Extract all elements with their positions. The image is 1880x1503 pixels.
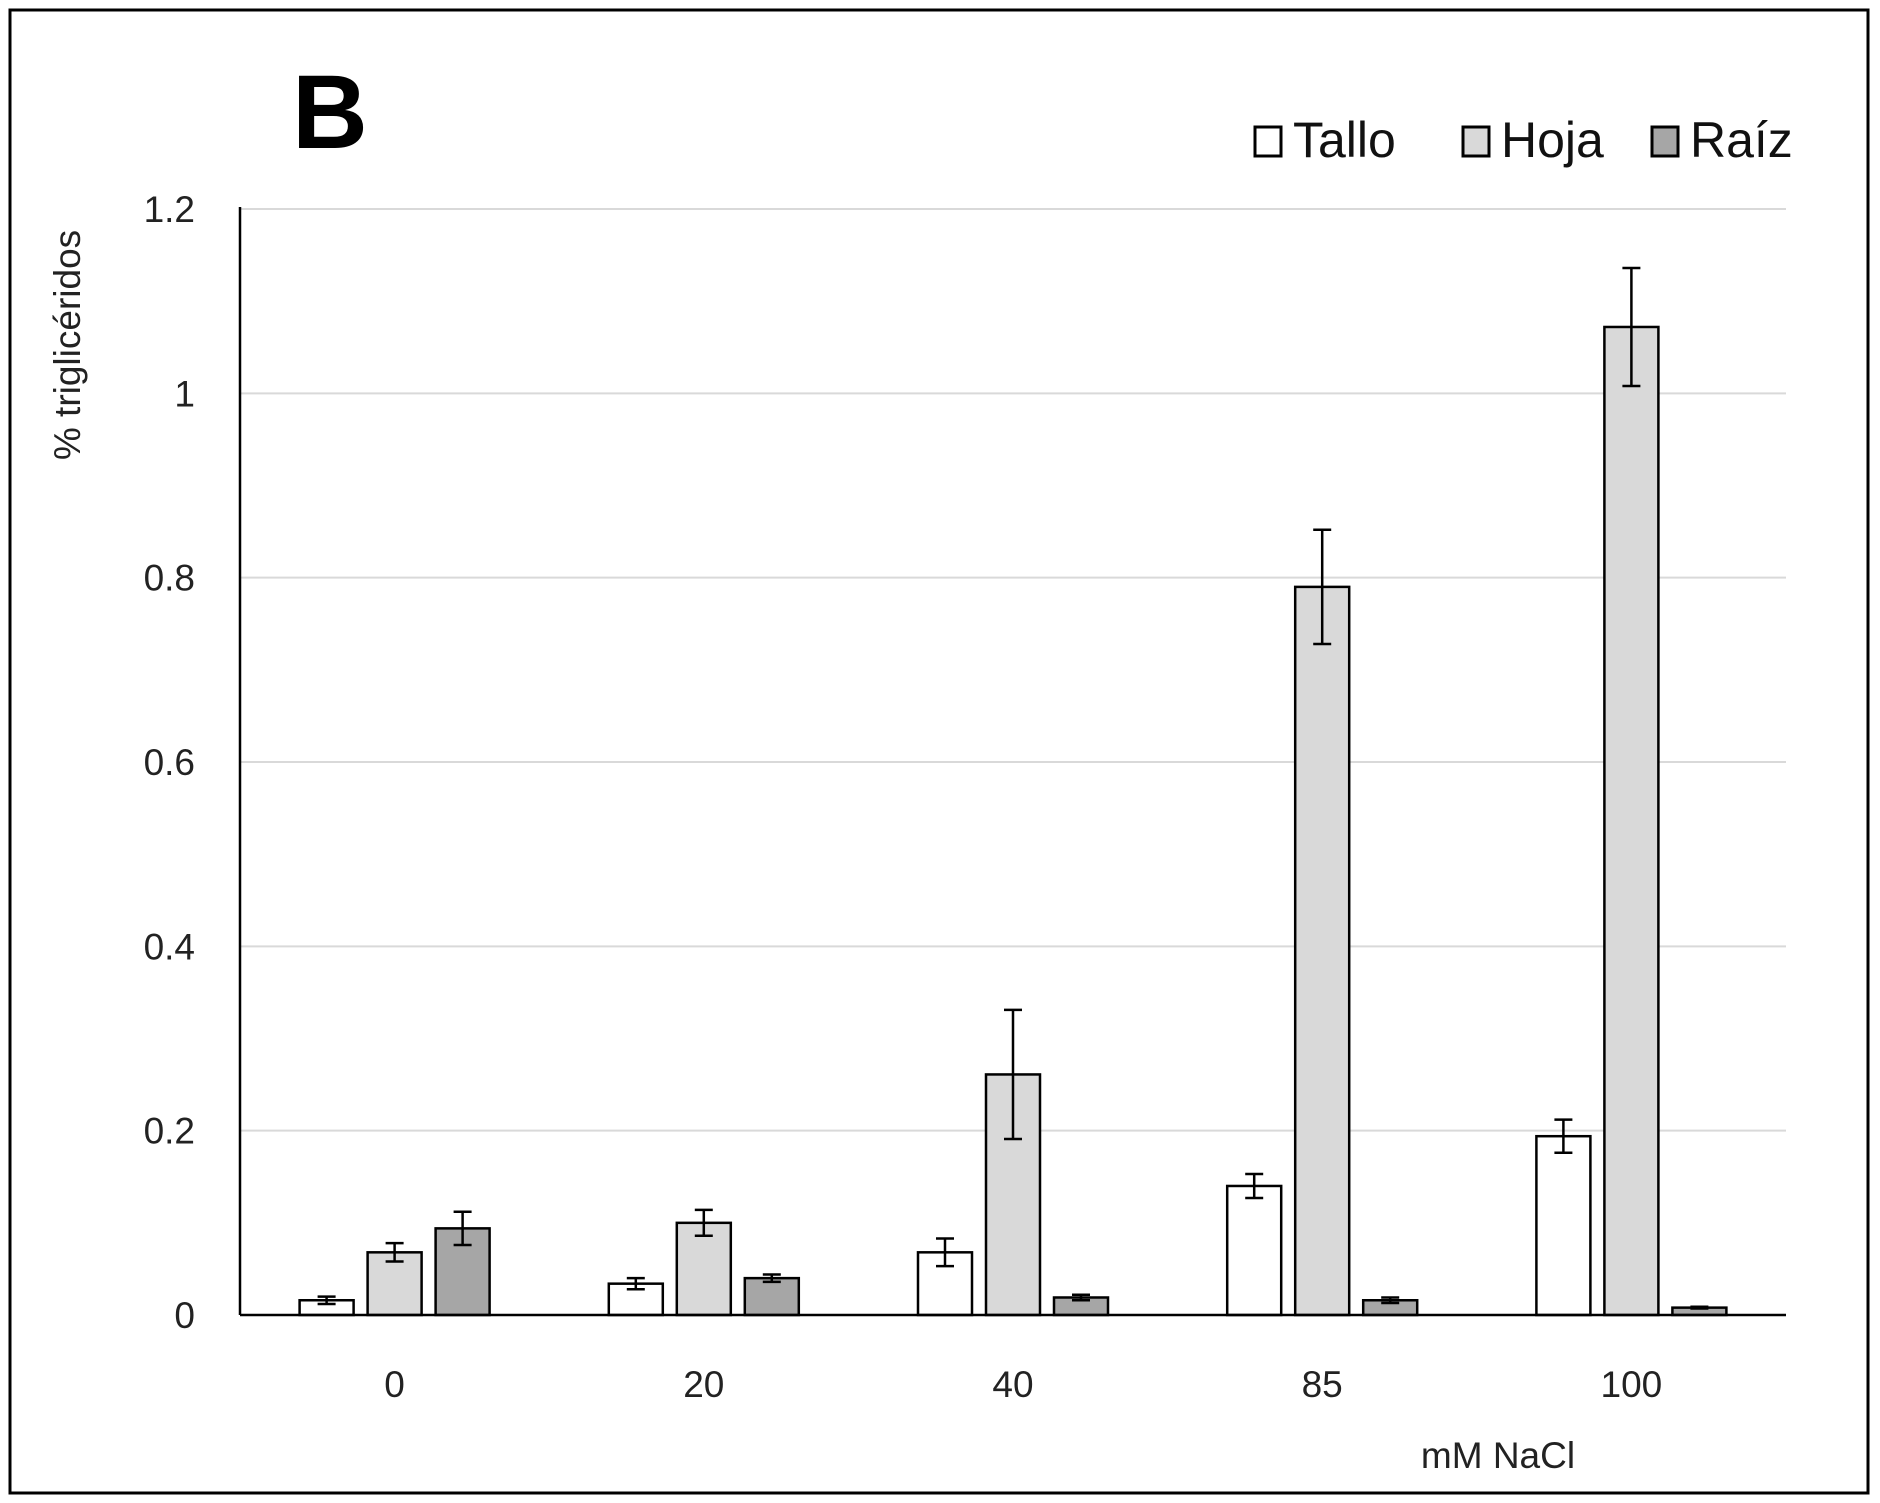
error-bar [762, 1273, 781, 1284]
bar-hoja-100 [1603, 325, 1660, 1317]
legend-swatch [1253, 125, 1283, 158]
legend-item-hoja: Hoja [1461, 112, 1604, 168]
bar-raíz-20 [743, 1276, 801, 1317]
bar-hoja-85 [1293, 585, 1351, 1317]
bar-hoja-20 [675, 1221, 733, 1317]
x-axis-label: mM NaCl [1421, 1435, 1575, 1476]
error-bar [1690, 1305, 1709, 1310]
x-tick-label: 100 [1601, 1364, 1663, 1405]
panel-label: B [292, 54, 368, 171]
error-bar [626, 1276, 645, 1291]
error-bar [1622, 266, 1641, 388]
bar-tallo-85 [1225, 1184, 1283, 1317]
error-bar [694, 1208, 713, 1237]
y-tick-label: 1 [174, 373, 195, 414]
error-bar [385, 1241, 404, 1263]
legend-item-tallo: Tallo [1253, 112, 1396, 168]
x-tick-label: 40 [992, 1364, 1033, 1405]
legend-label: Hoja [1501, 112, 1604, 168]
y-tick-label: 0 [174, 1295, 195, 1336]
y-axis-label: % triglicéridos [47, 230, 88, 460]
legend-label: Raíz [1690, 112, 1793, 168]
y-tick-label: 0.4 [144, 926, 195, 967]
legend-label: Tallo [1293, 112, 1396, 168]
error-bar [1245, 1172, 1264, 1200]
error-bar [1313, 528, 1332, 646]
y-tick-label: 1.2 [144, 189, 195, 230]
legend-swatch [1650, 125, 1680, 158]
y-tick-label: 0.6 [144, 742, 195, 783]
error-bar [936, 1237, 954, 1268]
y-tick-label: 0.2 [144, 1111, 195, 1152]
error-bar [1072, 1293, 1090, 1302]
error-bar [1381, 1296, 1400, 1305]
legend-item-raíz: Raíz [1650, 112, 1793, 168]
error-bar [317, 1295, 336, 1306]
x-tick-label: 0 [384, 1364, 405, 1405]
x-tick-label: 85 [1302, 1364, 1343, 1405]
error-bar [453, 1210, 472, 1247]
error-bar [1554, 1118, 1573, 1155]
y-tick-label: 0.8 [144, 558, 195, 599]
error-bar [1004, 1008, 1022, 1141]
x-tick-label: 20 [683, 1364, 724, 1405]
bar-tallo-100 [1535, 1134, 1592, 1317]
legend-swatch [1461, 125, 1491, 158]
